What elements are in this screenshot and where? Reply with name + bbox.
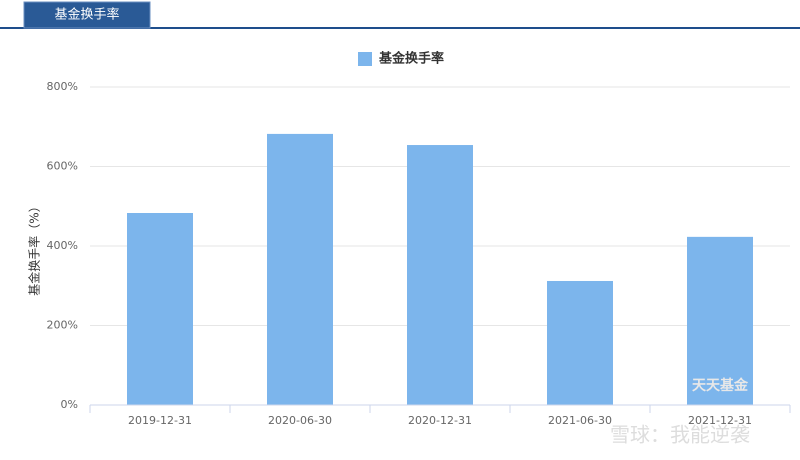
y-tick-label: 400% (47, 239, 78, 252)
tab-label[interactable]: 基金换手率 (54, 7, 119, 23)
x-tick-label: 2019-12-31 (128, 414, 192, 427)
watermark: 雪球：我能逆袭 (610, 423, 750, 447)
bar (547, 280, 613, 405)
x-tick-label: 2020-12-31 (408, 414, 472, 427)
y-tick-label: 800% (47, 80, 78, 93)
tab[interactable] (23, 1, 151, 29)
bar (407, 145, 473, 405)
bar (687, 236, 753, 405)
x-tick-label: 2021-12-31 (688, 414, 752, 427)
bar (127, 213, 193, 405)
legend-swatch[interactable] (358, 52, 372, 66)
y-tick-label: 600% (47, 160, 78, 173)
bar (267, 133, 333, 405)
x-tick-label: 2020-06-30 (268, 414, 332, 427)
y-tick-label: 200% (47, 319, 78, 332)
legend-label[interactable]: 基金换手率 (378, 51, 444, 67)
y-tick-label: 0% (61, 398, 78, 411)
x-tick-label: 2021-06-30 (548, 414, 612, 427)
y-axis-label: 基金换手率（%） (27, 200, 42, 295)
watermark: 天天基金 (692, 377, 749, 394)
